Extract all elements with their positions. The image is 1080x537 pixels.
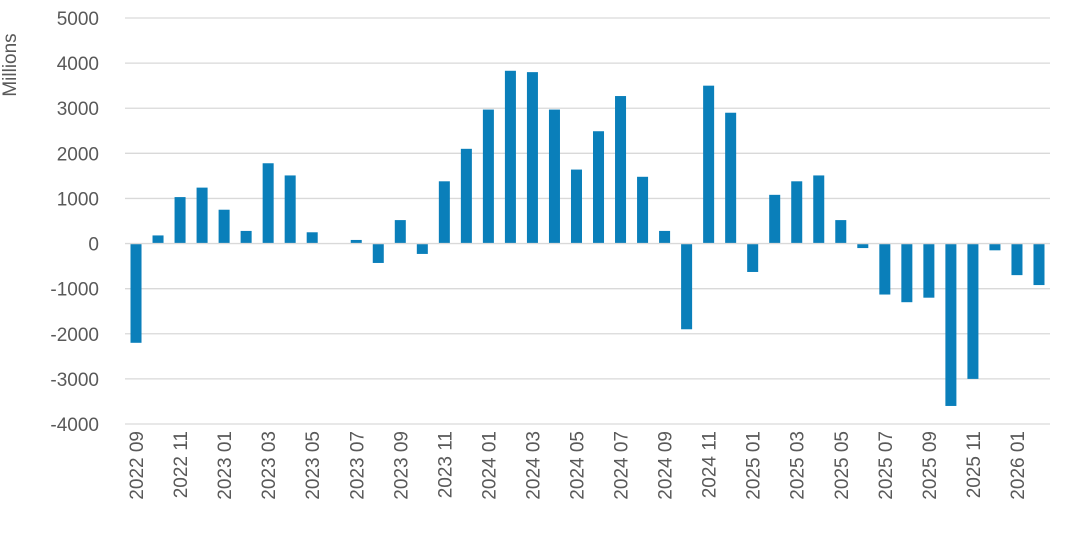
y-tick-label: -2000 (50, 325, 99, 346)
bar-2026-01 (1011, 243, 1023, 276)
bar-2024-01 (482, 109, 494, 244)
bar-2023-02 (240, 230, 252, 244)
bar-2023-10 (416, 243, 428, 254)
bar-2025-11 (967, 243, 979, 379)
bars (130, 70, 1045, 406)
bar-2025-08 (901, 243, 913, 303)
bar-2024-11 (703, 85, 715, 244)
y-tick-label: 3000 (57, 99, 99, 120)
x-tick-label: 2025 11 (964, 431, 985, 498)
y-tick-label: 2000 (57, 144, 99, 165)
y-tick-label: 4000 (57, 54, 99, 75)
x-tick-label: 2022 11 (171, 431, 192, 498)
bar-2024-05 (570, 169, 582, 244)
bar-2024-10 (681, 243, 693, 330)
bar-2022-12 (196, 187, 208, 244)
bar-2024-12 (725, 112, 737, 244)
bar-2022-09 (130, 243, 142, 343)
y-tick-label: 5000 (57, 9, 99, 30)
y-tick-label: 1000 (57, 189, 99, 210)
bar-2025-10 (945, 243, 957, 406)
x-tick-label: 2025 01 (744, 431, 765, 500)
x-tick-label: 2022 09 (127, 431, 148, 500)
bar-2023-04 (284, 175, 296, 244)
x-tick-label: 2024 01 (479, 431, 500, 500)
bar-2025-06 (857, 243, 869, 249)
x-tick-label: 2023 05 (303, 431, 324, 500)
bar-2025-04 (813, 175, 825, 244)
bar-2022-10 (152, 235, 164, 244)
bar-2025-01 (747, 243, 759, 272)
x-tick-label: 2025 09 (920, 431, 941, 500)
gridlines (125, 17, 1050, 425)
x-tick-label: 2023 07 (347, 431, 368, 500)
x-tick-label: 2024 05 (567, 431, 588, 500)
bar-2025-09 (923, 243, 935, 298)
x-tick-label: 2025 07 (876, 431, 897, 500)
y-axis-ticks: 5000 4000 3000 2000 1000 0 -1000 -2000 -3000 -400… (50, 9, 99, 436)
bar-2023-11 (438, 181, 450, 244)
x-tick-label: 2025 05 (832, 431, 853, 500)
y-tick-label: -3000 (50, 370, 99, 391)
x-tick-label: 2023 09 (391, 431, 412, 500)
y-tick-label: -4000 (50, 415, 99, 436)
x-tick-label: 2026 01 (1008, 431, 1029, 500)
bar-2024-09 (659, 230, 671, 244)
x-tick-label: 2023 01 (215, 431, 236, 500)
bar-2024-08 (637, 176, 649, 244)
y-tick-label: -1000 (50, 280, 99, 301)
x-tick-label: 2023 03 (259, 431, 280, 500)
bar-2025-12 (989, 243, 1001, 251)
bar-2024-02 (504, 70, 516, 244)
bar-2023-12 (460, 148, 472, 244)
x-tick-label: 2024 11 (700, 431, 721, 498)
bar-2024-06 (593, 131, 605, 244)
x-tick-label: 2024 03 (523, 431, 544, 500)
y-tick-label: 0 (88, 235, 99, 256)
bar-2023-05 (306, 232, 318, 244)
bar-2023-07 (350, 239, 362, 244)
bar-2025-05 (835, 220, 847, 244)
bar-2022-11 (174, 197, 186, 244)
bar-2024-04 (548, 109, 560, 244)
bar-2024-07 (615, 96, 627, 244)
bar-2025-07 (879, 243, 891, 295)
x-tick-label: 2024 07 (612, 431, 633, 500)
bar-2025-03 (791, 181, 803, 244)
bar-2024-03 (526, 72, 538, 244)
bar-2023-03 (262, 163, 274, 244)
bar-2026-02 (1033, 243, 1045, 286)
bar-2023-08 (372, 243, 384, 263)
x-tick-label: 2025 03 (788, 431, 809, 500)
bar-2023-09 (394, 220, 406, 244)
x-tick-label: 2023 11 (435, 431, 456, 498)
x-tick-label: 2024 09 (656, 431, 677, 500)
x-axis-ticks: 2022 09 2022 11 2023 01 2023 03 2023 05 2023 … (127, 431, 1029, 500)
y-axis-label: Millions (0, 33, 21, 96)
bar-2025-02 (769, 194, 781, 244)
bar-2023-01 (218, 209, 230, 244)
